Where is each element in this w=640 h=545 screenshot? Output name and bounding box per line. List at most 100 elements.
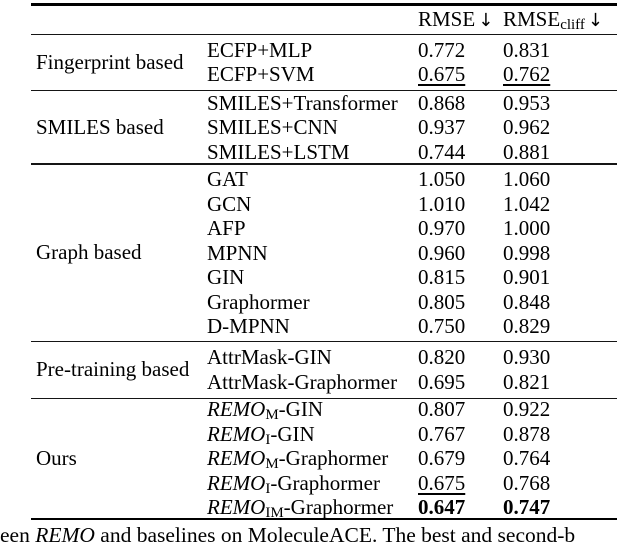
results-table: RMSE ↓ RMSEcliff ↓ Fingerprint based ECFP+… (31, 0, 617, 522)
col-header-rmse-cliff: RMSEcliff ↓ (503, 7, 617, 34)
rmse-value: 0.750 (418, 314, 466, 339)
table-row: REMOIM-Graphormer 0.647 0.747 (207, 495, 617, 522)
method-cell: MPNN (207, 240, 268, 265)
cliff-subscript: cliff (560, 17, 585, 34)
table-row: ECFP+SVM 0.675 0.762 (207, 62, 617, 87)
section-fingerprint-based: Fingerprint based ECFP+MLP 0.772 0.831 E… (31, 35, 617, 90)
method-cell: SMILES+CNN (207, 115, 338, 140)
remo-italic: REMO (207, 470, 266, 495)
section-divider-rule (31, 397, 617, 400)
method-rest: -Graphormer (283, 495, 394, 520)
table-row: REMOM-Graphormer 0.679 0.764 (207, 446, 617, 473)
method-cell: AttrMask-Graphormer (207, 369, 398, 394)
method-cell: SMILES+LSTM (207, 139, 350, 164)
table-row: GIN 0.815 0.901 (207, 265, 617, 290)
rmse-value-second-best: 0.675 (418, 62, 466, 87)
table-row: AttrMask-Graphormer 0.695 0.821 (207, 370, 617, 395)
rmse-value: 0.868 (418, 90, 466, 115)
group-label: Fingerprint based (36, 49, 184, 74)
rmse-cliff-value: 1.060 (503, 167, 551, 192)
remo-subscript: M (265, 407, 279, 424)
rmse-cliff-value: 0.930 (503, 345, 551, 370)
rmse-cliff-value: 0.821 (503, 369, 551, 394)
table-row: GCN 1.010 1.042 (207, 192, 617, 217)
caption-text-pre: een (0, 524, 36, 545)
method-cell: AttrMask-GIN (207, 345, 332, 370)
remo-italic: REMO (207, 421, 266, 446)
method-cell: GIN (207, 265, 245, 290)
method-cell: ECFP+SVM (207, 62, 315, 87)
rmse-cliff-value: 0.768 (503, 470, 551, 495)
section-smiles-based: SMILES based SMILES+Transformer 0.868 0.… (31, 91, 617, 165)
method-rest: -GIN (278, 397, 323, 422)
rmse-cliff-label: RMSE (503, 7, 561, 32)
rmse-cliff-value-second-best: 0.762 (503, 62, 551, 87)
rmse-value: 0.960 (418, 240, 466, 265)
method-rest: -Graphormer (270, 470, 380, 495)
remo-subscript: I (265, 480, 271, 497)
method-cell: ECFP+MLP (207, 37, 313, 62)
rmse-value: 1.010 (418, 191, 466, 216)
table-bottom-rule (31, 517, 617, 521)
method-cell: GCN (207, 191, 252, 216)
section-divider-rule (31, 163, 617, 165)
caption-remo-italic: REMO (35, 524, 95, 545)
table-row: AttrMask-GIN 0.820 0.930 (207, 345, 617, 370)
table-row: D-MPNN 0.750 0.829 (207, 314, 617, 339)
method-cell: REMOM-GIN (207, 397, 418, 424)
rmse-value: 0.937 (418, 115, 466, 140)
table-row: ECFP+MLP 0.772 0.831 (207, 38, 617, 63)
section-divider-rule (31, 89, 617, 92)
col-header-rmse: RMSE ↓ (418, 7, 503, 32)
table-row: SMILES+CNN 0.937 0.962 (207, 115, 617, 140)
rmse-cliff-value: 0.881 (503, 139, 551, 164)
method-cell: REMOI-Graphormer (207, 470, 418, 497)
rmse-value: 0.767 (418, 421, 466, 446)
rmse-value: 0.807 (418, 397, 466, 422)
rmse-label: RMSE (418, 7, 476, 32)
rmse-value: 0.820 (418, 345, 466, 370)
method-rest: -Graphormer (278, 446, 389, 471)
rmse-cliff-value: 0.922 (503, 397, 551, 422)
table-row: REMOM-GIN 0.807 0.922 (207, 397, 617, 424)
table-row: SMILES+Transformer 0.868 0.953 (207, 91, 617, 116)
method-cell: AFP (207, 216, 246, 241)
rmse-cliff-value: 0.901 (503, 265, 551, 290)
rmse-value: 0.695 (418, 369, 466, 394)
rmse-value-best: 0.647 (418, 495, 466, 520)
down-arrow-icon: ↓ (587, 10, 603, 32)
table-row: AFP 0.970 1.000 (207, 216, 617, 241)
remo-subscript: I (265, 431, 271, 448)
method-cell: REMOIM-Graphormer (207, 495, 418, 522)
caption-text-post: and baselines on MoleculeACE. The best a… (94, 524, 576, 545)
method-cell: REMOM-Graphormer (207, 446, 418, 473)
table-row: REMOI-Graphormer 0.675 0.768 (207, 470, 617, 497)
table-row: REMOI-GIN 0.767 0.878 (207, 421, 617, 448)
header-bottom-rule (31, 33, 617, 35)
table-row: Graphormer 0.805 0.848 (207, 290, 617, 315)
remo-italic: REMO (207, 446, 266, 471)
method-rest: -GIN (270, 421, 315, 446)
rmse-cliff-value: 0.764 (503, 446, 551, 471)
group-label: SMILES based (36, 114, 164, 139)
rmse-cliff-value: 0.953 (503, 90, 551, 115)
rmse-value: 0.772 (418, 37, 466, 62)
method-cell: SMILES+Transformer (207, 90, 398, 115)
table-row: SMILES+LSTM 0.744 0.881 (207, 140, 617, 165)
section-graph-based: Graph based GAT 1.050 1.060 GCN 1.010 1.… (31, 165, 617, 341)
rmse-cliff-value: 0.848 (503, 289, 551, 314)
method-cell: REMOI-GIN (207, 421, 418, 448)
section-pretraining-based: Pre-training based AttrMask-GIN 0.820 0.… (31, 342, 617, 398)
rmse-value: 1.050 (418, 167, 466, 192)
section-ours: Ours REMOM-GIN 0.807 0.922 REMOI-GIN 0.7… (31, 397, 617, 522)
rmse-cliff-value: 0.998 (503, 240, 551, 265)
rmse-cliff-value: 1.000 (503, 216, 551, 241)
group-label: Ours (36, 445, 77, 470)
section-divider-rule (31, 340, 617, 343)
group-label: Pre-training based (36, 357, 190, 382)
rmse-cliff-value: 1.042 (503, 191, 551, 216)
rmse-cliff-value: 0.829 (503, 314, 551, 339)
remo-subscript: IM (265, 505, 284, 522)
remo-subscript: M (265, 456, 279, 473)
